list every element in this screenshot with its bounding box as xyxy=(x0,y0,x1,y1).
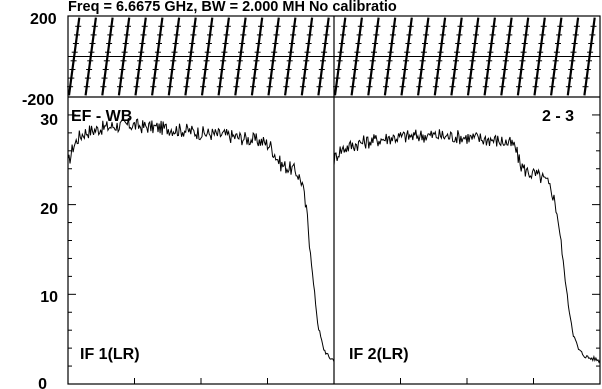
panel-if1 xyxy=(67,17,335,362)
panel-tag: EF - WB xyxy=(71,108,132,125)
amp-trace xyxy=(67,117,335,362)
phase-tick-200: 200 xyxy=(30,11,57,28)
amp-trace xyxy=(333,129,601,364)
amp-tick-10: 10 xyxy=(40,289,58,306)
plot-frame xyxy=(67,15,601,385)
plot-title: Freq = 6.6675 GHz, BW = 2.000 MH No cali… xyxy=(68,0,397,15)
amp-tick-0: 0 xyxy=(38,376,47,389)
phase-tick-minus200: -200 xyxy=(22,92,54,109)
baseline-label: 2 - 3 xyxy=(542,108,574,125)
panel-if2 xyxy=(333,17,601,364)
if2-label: IF 2(LR) xyxy=(349,346,409,363)
amp-tick-30: 30 xyxy=(40,112,58,129)
amp-tick-20: 20 xyxy=(40,201,58,218)
if1-label: IF 1(LR) xyxy=(80,346,140,363)
